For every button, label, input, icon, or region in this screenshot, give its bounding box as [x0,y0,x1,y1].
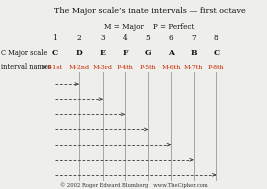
Text: M-3rd: M-3rd [93,65,113,70]
Text: D: D [75,49,82,57]
Text: 3: 3 [101,34,105,42]
Text: M-7th: M-7th [184,65,203,70]
Text: P-1st: P-1st [47,65,63,70]
Text: C: C [52,49,58,57]
Text: C: C [213,49,219,57]
Text: 2: 2 [76,34,81,42]
Text: P-5th: P-5th [140,65,156,70]
Text: M-2nd: M-2nd [68,65,89,70]
Text: 5: 5 [146,34,151,42]
Text: B: B [190,49,197,57]
Text: 6: 6 [168,34,173,42]
Text: interval names: interval names [1,63,52,71]
Text: M-6th: M-6th [161,65,180,70]
Text: P-8th: P-8th [208,65,225,70]
Text: 1: 1 [52,34,57,42]
Text: F: F [122,49,128,57]
Text: G: G [145,49,151,57]
Text: 8: 8 [214,34,219,42]
Text: 4: 4 [123,34,127,42]
Text: M = Major    P = Perfect: M = Major P = Perfect [104,23,195,31]
Text: The Major scale’s inate intervals — first octave: The Major scale’s inate intervals — firs… [54,7,245,15]
Text: A: A [168,49,174,57]
Text: C Major scale: C Major scale [1,49,48,57]
Text: © 2002 Roger Edward Blumberg   www.TheCipher.com: © 2002 Roger Edward Blumberg www.TheCiph… [60,182,207,188]
Text: 7: 7 [191,34,196,42]
Text: E: E [100,49,106,57]
Text: P-4th: P-4th [116,65,134,70]
